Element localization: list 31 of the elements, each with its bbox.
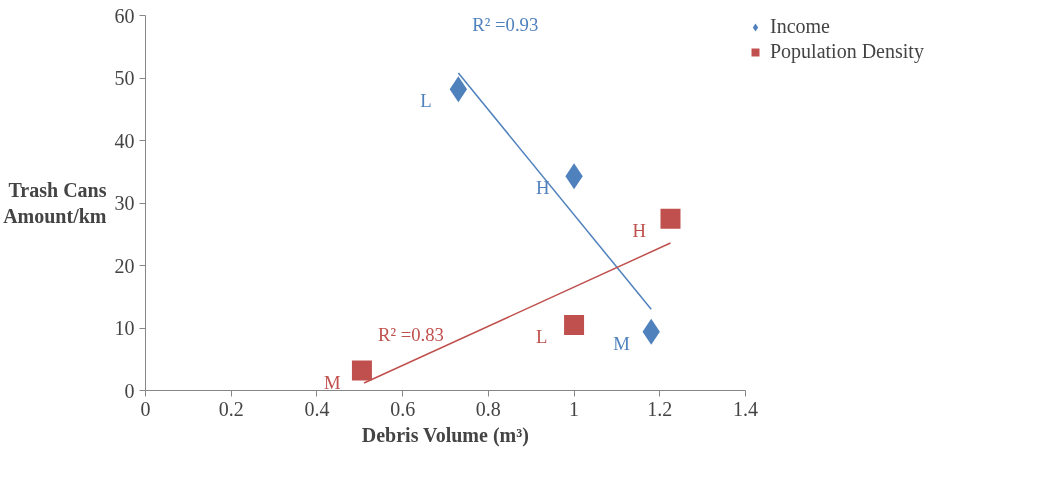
y-tick-label: 0 [124,379,135,402]
point [660,208,681,229]
x-tick-label: 0.6 [390,397,416,420]
data-label: M [323,371,341,393]
series-label: R² =0.83 [378,324,444,345]
x-axis-title: Debris Volume (m³) [361,423,529,447]
data-label: M [613,332,631,354]
y-tick-label: 30 [114,192,135,214]
y-axis-title: Trash Cans Amount/km [3,178,107,228]
x-tick-label: 1.4 [733,397,758,420]
point [351,360,372,381]
point [564,314,585,335]
x-tick-label: 1.2 [647,397,673,420]
data-label: H [536,177,550,199]
x-tick-label: 0.4 [304,397,330,420]
data-label: L [536,325,548,347]
y-tick-label: 10 [114,317,135,339]
y-tick-label: 20 [114,254,135,277]
y-tick-label: 60 [114,4,135,27]
legend-label: Population Density [770,40,924,63]
y-tick-label: 50 [114,67,135,89]
point [449,76,468,103]
legend-label: Income [770,15,830,38]
data-label: H [632,219,646,241]
x-tick-label: 1 [569,397,580,420]
data-label: L [420,90,432,112]
y-tick-label: 40 [114,129,135,152]
x-tick-label: 0.8 [475,397,501,420]
x-tick-label: 0 [140,397,151,420]
text: R² =0.93 [472,14,539,35]
x-tick-label: 0.2 [218,397,244,420]
